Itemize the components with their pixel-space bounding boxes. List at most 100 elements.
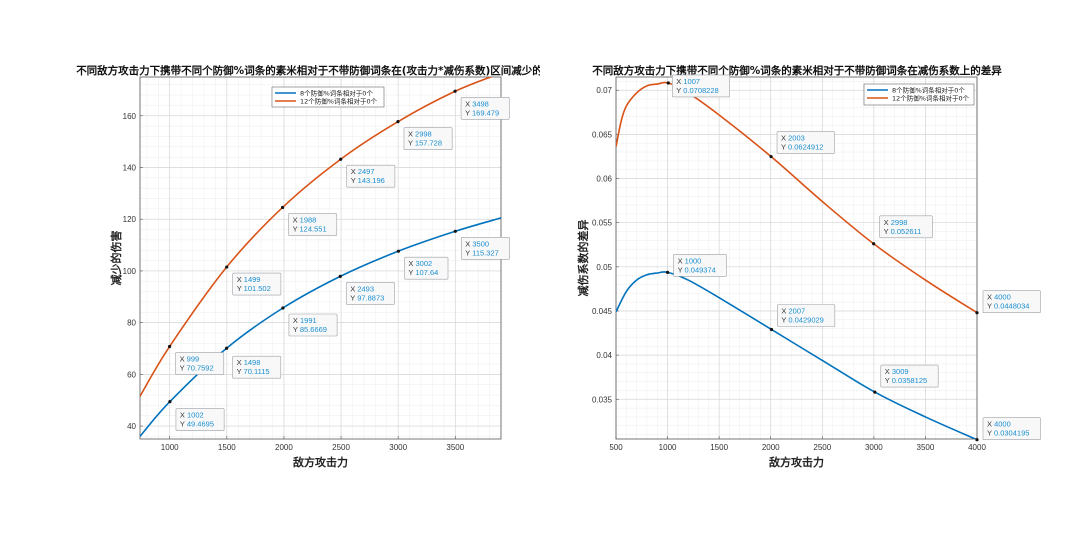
datatip-x: X 2998 bbox=[408, 130, 432, 139]
x-axis-label: 敌方攻击力 bbox=[769, 455, 824, 469]
datatip-box bbox=[404, 256, 449, 280]
x-tick-label: 2000 bbox=[275, 443, 293, 452]
datatip-y: Y 115.327 bbox=[465, 248, 499, 257]
datatip-x: X 2003 bbox=[781, 134, 805, 143]
y-tick-label: 40 bbox=[127, 422, 136, 431]
datatip-marker bbox=[665, 270, 670, 274]
datatip-x: X 1988 bbox=[293, 215, 317, 224]
x-tick-label: 4000 bbox=[968, 443, 986, 452]
chart-svg: 1000 1500 2000 2500 3000 3500 40 60 80 100 120 140 1… bbox=[76, 64, 540, 469]
datatip-box bbox=[232, 272, 282, 296]
datatip-box bbox=[403, 127, 453, 150]
y-tick-label: 60 bbox=[127, 370, 136, 379]
datatip-marker bbox=[225, 265, 229, 269]
series-line-0 bbox=[140, 217, 501, 437]
datatip-x: X 4000 bbox=[987, 293, 1011, 302]
datatip-y: Y 0.0624912 bbox=[781, 143, 823, 152]
datatip-box bbox=[346, 164, 396, 188]
datatip-x: X 1991 bbox=[293, 316, 317, 325]
x-tick-label: 3000 bbox=[865, 443, 883, 452]
y-tick-label: 160 bbox=[123, 112, 137, 121]
datatip-y: Y 124.551 bbox=[293, 224, 327, 233]
datatip-y: Y 0.0304195 bbox=[987, 429, 1029, 438]
datatip-marker bbox=[872, 242, 876, 246]
chart-damage-reduction-diff: 500 1000 1500 2000 2500 3000 3500 4000 0.035 0.04… bbox=[540, 0, 1080, 537]
y-tick-label: 0.05 bbox=[596, 263, 612, 272]
series-line-1 bbox=[140, 77, 493, 397]
y-tick-label: 140 bbox=[123, 164, 137, 173]
datatip-y: Y 0.0448034 bbox=[987, 302, 1029, 311]
datatip-box bbox=[288, 313, 338, 337]
datatip-x: X 2493 bbox=[350, 284, 374, 293]
datatip-y: Y 169.479 bbox=[465, 108, 499, 117]
datatip-marker bbox=[666, 81, 670, 85]
legend-label: 8个防御%词条相对于0个 bbox=[892, 86, 965, 95]
datatip-y: Y 97.8873 bbox=[350, 293, 384, 302]
datatip-marker bbox=[769, 154, 773, 159]
y-tick-label: 100 bbox=[123, 267, 137, 276]
y-tick-label: 0.045 bbox=[592, 307, 613, 316]
y-tick-label: 0.035 bbox=[592, 395, 613, 404]
datatip-box bbox=[461, 236, 510, 260]
datatip-marker bbox=[453, 229, 457, 233]
datatip-x: X 3009 bbox=[885, 367, 909, 376]
y-tick-label: 0.06 bbox=[596, 175, 612, 184]
datatip-marker bbox=[281, 306, 285, 310]
x-axis-label: 敌方攻击力 bbox=[293, 455, 348, 469]
x-tick-label: 3000 bbox=[389, 443, 407, 452]
legend-label: 8个防御%词条相对于0个 bbox=[300, 89, 373, 98]
datatip-x: X 999 bbox=[180, 355, 200, 364]
datatip-y: Y 101.502 bbox=[237, 284, 271, 293]
datatip-y: Y 85.6669 bbox=[293, 325, 327, 334]
datatip-y: Y 70.1115 bbox=[237, 367, 270, 376]
datatip-x: X 1499 bbox=[237, 275, 261, 284]
datatip-marker bbox=[339, 157, 343, 161]
datatip-x: X 2497 bbox=[351, 167, 375, 176]
datatip-x: X 1000 bbox=[678, 256, 702, 265]
datatip-box bbox=[880, 364, 939, 388]
chart-title: 不同敌方攻击力下携带不同个防御%词条的素米相对于不带防御词条在(攻击力*减伤系数… bbox=[76, 64, 540, 77]
datatip-marker bbox=[168, 399, 172, 404]
datatip-box bbox=[879, 215, 933, 239]
datatip-marker bbox=[224, 346, 229, 350]
chart-svg: 500 1000 1500 2000 2500 3000 3500 4000 0.035 0.04… bbox=[576, 64, 1041, 469]
datatip-marker bbox=[280, 205, 285, 210]
legend-label: 12个防御%词条相对于0个 bbox=[300, 97, 378, 106]
datatip-box bbox=[175, 408, 225, 431]
datatip-box bbox=[345, 282, 395, 305]
datatip-y: Y 157.728 bbox=[408, 139, 442, 148]
datatip-y: Y 0.0708228 bbox=[676, 86, 718, 95]
datatip-y: Y 0.0358125 bbox=[885, 376, 927, 385]
x-tick-label: 1000 bbox=[659, 443, 677, 452]
datatip-y: Y 143.196 bbox=[351, 176, 385, 185]
datatip-y: Y 49.4695 bbox=[180, 420, 214, 429]
datatip-x: X 3498 bbox=[465, 99, 489, 108]
datatip-y: Y 107.64 bbox=[408, 268, 438, 277]
x-tick-label: 500 bbox=[609, 443, 623, 452]
datatip-x: X 2007 bbox=[781, 306, 805, 315]
x-tick-label: 3500 bbox=[446, 443, 464, 452]
datatip-marker bbox=[975, 438, 979, 442]
y-axis-label: 减少的伤害 bbox=[109, 231, 123, 286]
